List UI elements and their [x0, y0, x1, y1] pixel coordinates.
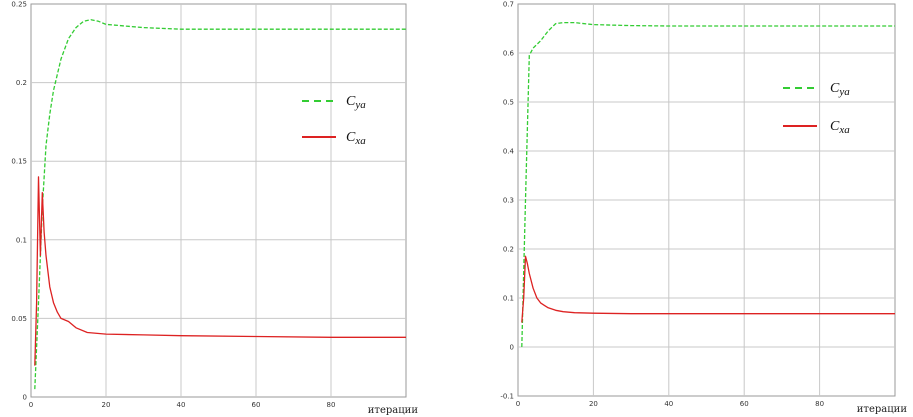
legend-label-cya: Cya: [346, 94, 366, 111]
y-tick-label: 0.2: [16, 79, 27, 87]
x-tick-label: 60: [252, 401, 261, 409]
x-tick-label: 60: [740, 400, 749, 408]
series-line-cya: [521, 21, 895, 348]
plot-frame: [30, 3, 407, 398]
x-tick-label: 0: [516, 400, 520, 408]
series-line-cxa: [521, 255, 895, 323]
x-axis-label: итерации: [857, 404, 908, 415]
y-tick-label: 0.2: [503, 246, 514, 254]
y-tick-label: 0.15: [11, 158, 27, 166]
y-tick-label: 0.05: [11, 315, 27, 323]
x-tick-label: 20: [102, 401, 111, 409]
y-tick-label: 0.3: [503, 197, 514, 205]
y-tick-label: 0: [510, 344, 514, 352]
x-tick-label: 40: [664, 400, 673, 408]
x-tick-label: 80: [327, 401, 336, 409]
y-tick-label: 0.1: [16, 236, 27, 244]
x-tick-label: 20: [589, 400, 598, 408]
x-tick-label: 0: [29, 401, 33, 409]
x-axis-label: итерации: [368, 405, 419, 416]
chart-left: 0 20 40 60 80 0 0.05 0.1 0.15 0.2 0.25 итерации Cya C…: [11, 1, 418, 417]
chart-right: 0 20 40 60 80-0.100.10.20.30.40.50.60.7итера…: [500, 1, 907, 416]
x-tick-label: 80: [815, 400, 824, 408]
y-tick-label: 0.25: [11, 1, 27, 9]
y-tick-label: 0: [23, 394, 27, 402]
y-tick-label: 0.7: [503, 1, 514, 9]
y-tick-label: 0.6: [503, 50, 515, 58]
y-tick-label: 0.4: [503, 148, 515, 156]
y-tick-label: -0.1: [500, 393, 514, 401]
series-line-cxa: [34, 176, 406, 366]
series-line-cya: [34, 19, 406, 390]
legend-label-cxa: Cxa: [830, 119, 850, 136]
y-tick-label: 0.1: [503, 295, 514, 303]
y-tick-label: 0.5: [503, 99, 514, 107]
x-tick-label: 40: [177, 401, 186, 409]
legend-label-cya: Cya: [830, 81, 850, 98]
legend-label-cxa: Cxa: [346, 130, 366, 147]
